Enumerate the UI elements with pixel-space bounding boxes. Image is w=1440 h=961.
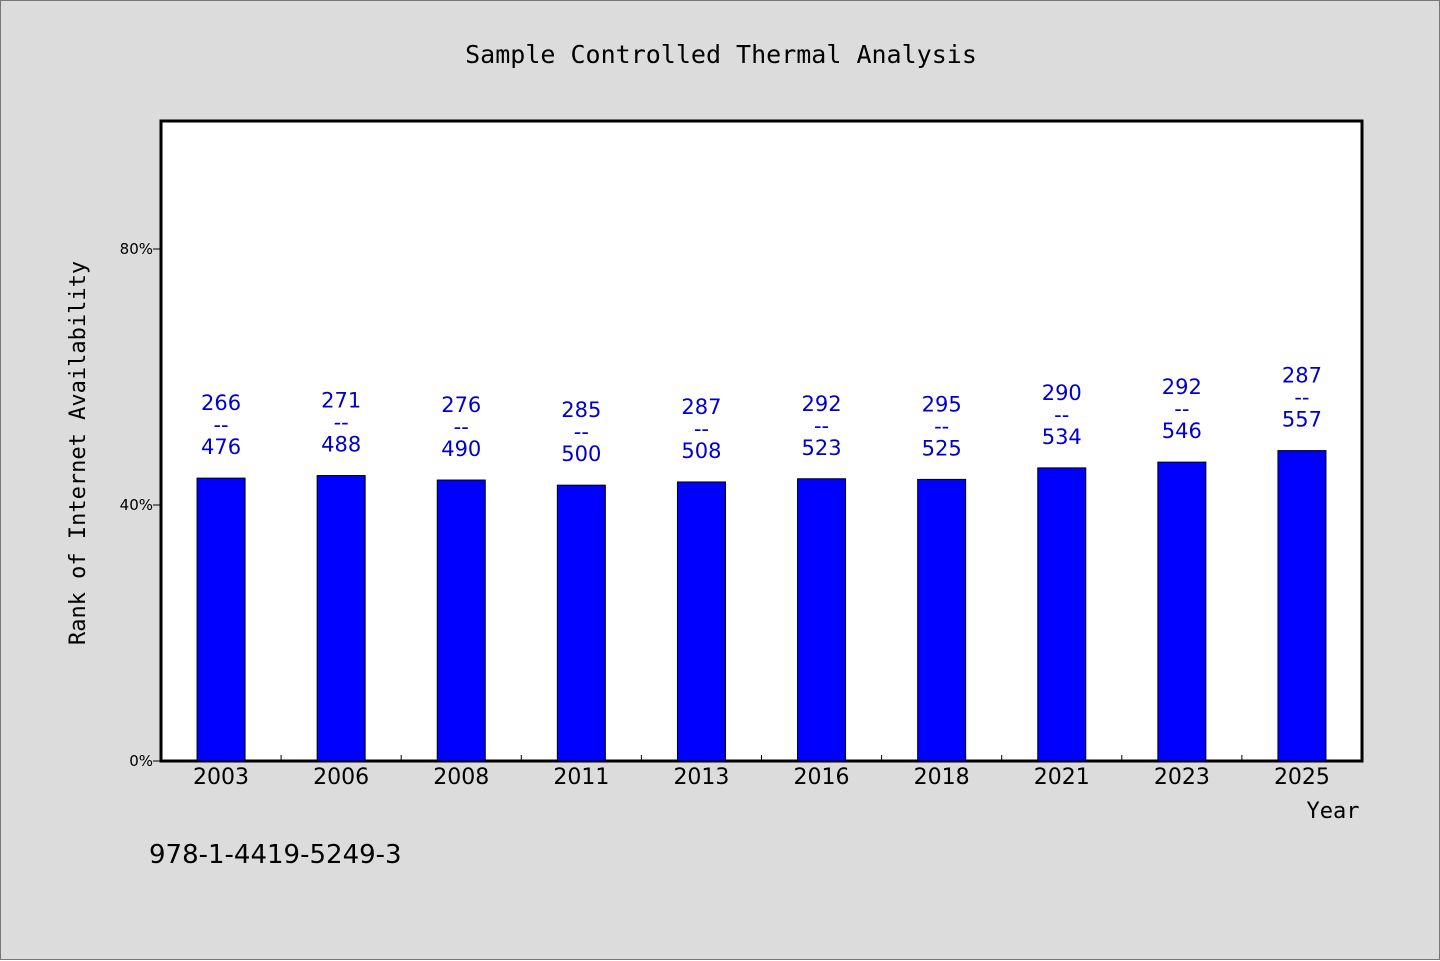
bar-annotation-2018-separator: --	[934, 414, 949, 438]
bar-2003	[196, 477, 246, 762]
bar-annotation-2021-separator: --	[1054, 403, 1069, 427]
bar-2011	[556, 484, 606, 762]
bar-2013	[676, 481, 726, 762]
bar-annotation-2003-top: 266	[201, 391, 241, 415]
chart-title: Sample Controlled Thermal Analysis	[465, 40, 977, 69]
x-tick-label-2021: 2021	[1034, 765, 1090, 790]
x-tick-label-2016: 2016	[794, 765, 850, 790]
y-tick-label-0pct: 0%	[129, 752, 153, 770]
bar-annotation-2013-separator: --	[694, 417, 709, 441]
bar-2021	[1037, 467, 1087, 762]
x-tick-label-2013: 2013	[673, 765, 729, 790]
bar-annotation-2011-separator: --	[574, 420, 589, 444]
bar-annotation-2006-separator: --	[334, 411, 349, 435]
bar-annotation-2008-bottom: 490	[441, 437, 481, 461]
bar-annotation-2006-bottom: 488	[321, 433, 361, 457]
x-axis-label: Year	[1307, 799, 1360, 824]
y-tick-label-40pct: 40%	[120, 496, 153, 514]
x-tick-label-2023: 2023	[1154, 765, 1210, 790]
bar-annotation-2025-bottom: 557	[1282, 408, 1322, 432]
y-axis: 0% 40% 80%	[120, 240, 161, 770]
y-axis-label: Rank of Internet Availability	[66, 261, 91, 645]
bar-annotation-2008-top: 276	[441, 393, 481, 417]
x-tick-label-2011: 2011	[553, 765, 609, 790]
x-tick-label-2006: 2006	[313, 765, 369, 790]
bar-annotation-2016-separator: --	[814, 414, 829, 438]
bar-annotation-2011-top: 285	[561, 398, 601, 422]
bar-series	[196, 450, 1327, 762]
bar-2008	[436, 479, 486, 762]
x-axis: 2003 2006 2008 2011 2013 2016 2018 2021 2023 2025	[193, 755, 1330, 790]
bar-annotation-2021-bottom: 534	[1042, 425, 1082, 449]
x-tick-label-2003: 2003	[193, 765, 249, 790]
bar-annotation-2021-top: 290	[1042, 381, 1082, 405]
bar-annotation-2003-separator: --	[213, 413, 228, 437]
bar-annotation-2013-top: 287	[681, 395, 721, 419]
bar-annotation-2018-bottom: 525	[922, 436, 962, 460]
bar-annotation-2016-bottom: 523	[802, 436, 842, 460]
x-tick-label-2018: 2018	[914, 765, 970, 790]
bar-annotation-2011-bottom: 500	[561, 442, 601, 466]
bar-annotation-2025-top: 287	[1282, 364, 1322, 388]
bar-annotation-2008-separator: --	[454, 415, 469, 439]
bar-2025	[1277, 450, 1327, 762]
bar-annotation-2023-top: 292	[1162, 375, 1202, 399]
bar-2023	[1157, 461, 1207, 762]
bar-annotation-2023-separator: --	[1174, 397, 1189, 421]
isbn-footer: 978-1-4419-5249-3	[149, 840, 402, 870]
bar-annotation-2023-bottom: 546	[1162, 419, 1202, 443]
y-tick-label-80pct: 80%	[120, 240, 153, 258]
bar-2016	[797, 478, 847, 762]
x-tick-label-2025: 2025	[1274, 765, 1330, 790]
bar-annotation-2018-top: 295	[922, 392, 962, 416]
bar-annotations: 266--476271--488276--490285--500287--508…	[201, 364, 1322, 467]
bar-annotation-2006-top: 271	[321, 389, 361, 413]
bar-annotation-2013-bottom: 508	[681, 439, 721, 463]
bar-annotation-2025-separator: --	[1294, 386, 1309, 410]
x-tick-label-2008: 2008	[433, 765, 489, 790]
bar-annotation-2016-top: 292	[802, 392, 842, 416]
bar-annotation-2003-bottom: 476	[201, 435, 241, 459]
bar-2006	[316, 475, 366, 762]
bar-2018	[917, 478, 967, 762]
